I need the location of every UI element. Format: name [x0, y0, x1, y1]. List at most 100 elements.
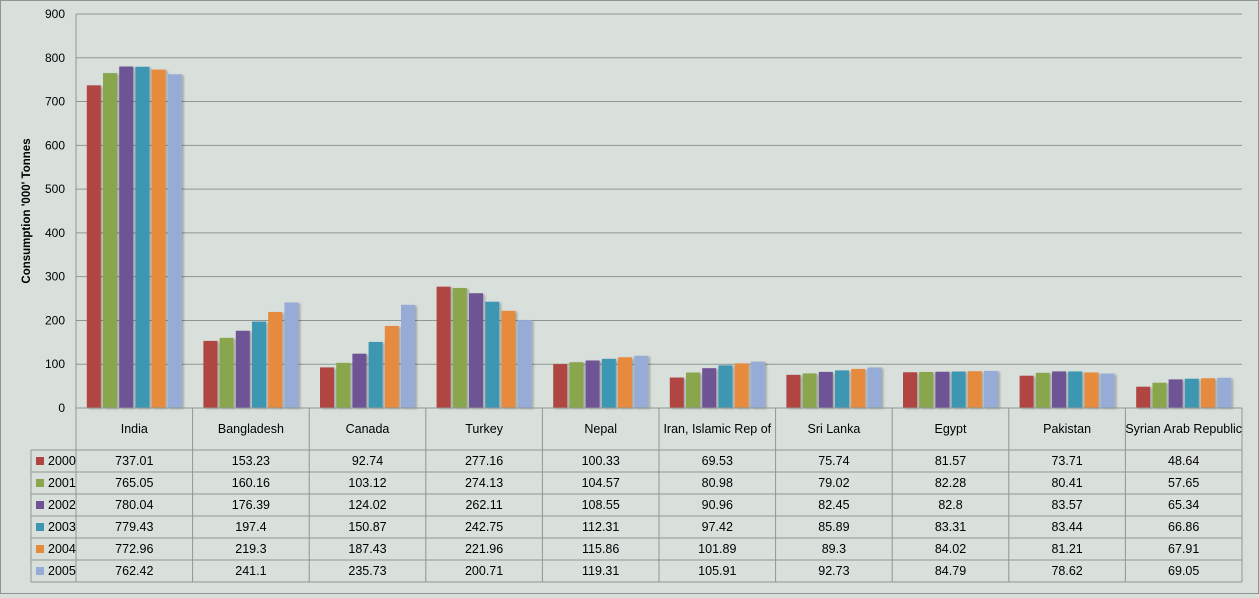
x-tick-label: Sri Lanka	[807, 422, 860, 436]
bar	[268, 312, 283, 408]
bar	[851, 368, 866, 408]
y-tick-label: 500	[45, 182, 65, 196]
bar	[436, 286, 451, 408]
legend-label: 2004	[48, 542, 76, 556]
bar	[135, 66, 150, 408]
data-label: 83.44	[1051, 520, 1082, 534]
legend-label: 2003	[48, 520, 76, 534]
data-label: 277.16	[465, 454, 503, 468]
bar	[284, 302, 299, 408]
gridlines	[76, 13, 1242, 409]
bar	[634, 355, 649, 408]
data-label: 92.73	[818, 564, 849, 578]
data-label: 765.05	[115, 476, 153, 490]
legend-swatch	[36, 501, 44, 509]
data-label: 108.55	[582, 498, 620, 512]
data-label: 84.02	[935, 542, 966, 556]
bar	[219, 337, 234, 408]
data-label: 100.33	[582, 454, 620, 468]
data-label: 779.43	[115, 520, 153, 534]
bar	[368, 341, 383, 408]
bar	[384, 325, 399, 408]
bar	[452, 287, 467, 408]
bar	[1184, 378, 1199, 408]
bar	[320, 367, 334, 408]
bar	[1019, 375, 1034, 408]
y-tick-label: 600	[45, 138, 65, 152]
bar	[903, 372, 917, 408]
data-label: 66.86	[1168, 520, 1199, 534]
bar	[1201, 378, 1215, 408]
data-label: 103.12	[348, 476, 386, 490]
y-tick-label: 800	[45, 51, 65, 65]
data-label: 772.96	[115, 542, 153, 556]
y-axis: 0 100 200 300 400 500 600 700 800 900	[45, 7, 77, 415]
bar	[203, 340, 218, 408]
bars	[86, 66, 1232, 409]
data-label: 85.89	[818, 520, 849, 534]
bar	[352, 353, 367, 408]
bar	[167, 74, 182, 408]
data-label: 274.13	[465, 476, 503, 490]
data-label: 112.31	[582, 520, 619, 534]
data-label: 119.31	[582, 564, 619, 578]
bar	[1217, 377, 1232, 408]
bar	[553, 364, 568, 408]
data-label: 65.34	[1168, 498, 1199, 512]
data-label: 762.42	[115, 564, 153, 578]
data-label: 82.45	[818, 498, 849, 512]
legend-label: 2001	[48, 476, 76, 490]
bar	[86, 85, 101, 408]
bar	[401, 304, 415, 408]
legend-swatch	[36, 567, 44, 575]
bar	[835, 370, 849, 408]
data-label: 73.71	[1051, 454, 1082, 468]
legend-label: 2000	[48, 454, 76, 468]
data-label: 79.02	[818, 476, 849, 490]
y-tick-label: 900	[45, 7, 65, 21]
legend-swatch	[36, 523, 44, 531]
y-tick-label: 400	[45, 226, 65, 240]
data-label: 187.43	[348, 542, 386, 556]
data-label: 84.79	[935, 564, 966, 578]
data-label: 69.53	[702, 454, 733, 468]
y-axis-title: Consumption '000' Tonnes	[21, 138, 33, 283]
data-label: 80.98	[702, 476, 733, 490]
x-tick-label: Egypt	[935, 422, 967, 436]
x-tick-label: Iran, Islamic Rep of	[663, 422, 771, 436]
x-tick-label: Nepal	[584, 422, 617, 436]
data-label: 80.41	[1051, 476, 1082, 490]
data-label: 219.3	[235, 542, 266, 556]
bar	[1052, 371, 1066, 408]
data-label: 241.1	[235, 564, 266, 578]
legend-label: 2002	[48, 498, 76, 512]
data-label: 104.57	[582, 476, 620, 490]
bar	[702, 368, 717, 408]
bar	[469, 293, 483, 408]
data-label: 262.11	[465, 498, 502, 512]
data-label: 153.23	[232, 454, 270, 468]
bar	[734, 363, 749, 408]
bar	[151, 69, 166, 409]
bar	[1068, 371, 1083, 408]
y-tick-label: 700	[45, 95, 65, 109]
x-tick-label: Pakistan	[1043, 422, 1091, 436]
data-label: 176.39	[232, 498, 270, 512]
bar	[1100, 373, 1115, 408]
data-label: 92.74	[352, 454, 383, 468]
data-label: 124.02	[348, 498, 386, 512]
x-tick-label: Bangladesh	[218, 422, 284, 436]
bar	[919, 371, 934, 408]
bar	[569, 362, 584, 408]
bar	[786, 374, 801, 408]
x-tick-label: Syrian Arab Republic	[1125, 422, 1242, 436]
bar	[235, 330, 250, 408]
bar	[967, 371, 982, 408]
legend-label: 2005	[48, 564, 76, 578]
bar	[818, 371, 833, 408]
data-label: 83.57	[1051, 498, 1082, 512]
bar	[585, 360, 600, 408]
data-label: 101.89	[698, 542, 736, 556]
legend-swatch	[36, 479, 44, 487]
